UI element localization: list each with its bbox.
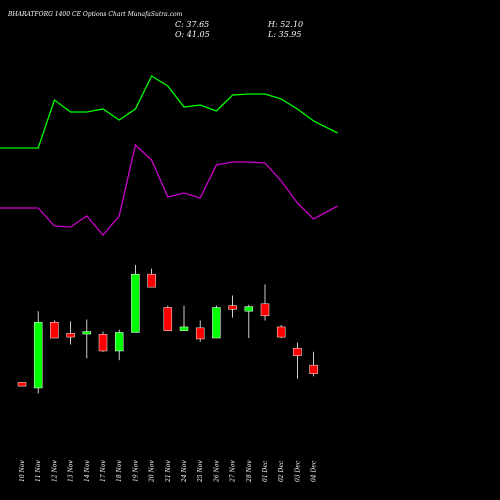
candle-body [114, 332, 124, 352]
x-tick-label: 18 Nov [116, 460, 123, 482]
x-tick-label: 24 Nov [181, 460, 188, 483]
x-tick-label: 12 Nov [51, 460, 58, 482]
x-tick-label: 25 Nov [197, 460, 204, 483]
lower-indicator-line [0, 143, 338, 237]
candle-body [163, 307, 173, 331]
candle-body [195, 327, 205, 340]
high-value: H: 52.10 [267, 20, 303, 29]
x-tick-label: 02 Dec [278, 460, 285, 482]
candle-body [131, 273, 140, 333]
candle-body [50, 322, 59, 339]
x-tick-label: 03 Dec [294, 460, 301, 482]
candle-body [147, 273, 156, 288]
candle-body [66, 333, 75, 338]
x-tick-label: 11 Nov [35, 460, 42, 482]
x-axis-labels: 10 Nov 11 Nov 12 Nov 13 Nov 14 Nov 17 Nov 18 N… [19, 460, 318, 483]
upper-indicator-line [0, 75, 338, 149]
indicator-lines [0, 75, 338, 237]
x-tick-label: 26 Nov [213, 460, 220, 483]
chart-title: BHARATFORG 1400 CE Options Chart MunafaS… [7, 11, 183, 18]
x-tick-label: 20 Nov [149, 460, 156, 483]
x-tick-label: 14 Nov [84, 460, 91, 482]
low-value: L: 35.95 [267, 30, 301, 39]
candle-body [244, 306, 254, 312]
candle-body [276, 326, 286, 338]
x-tick-label: 04 Dec [311, 460, 318, 482]
candle-body [17, 382, 27, 387]
x-tick-label: 17 Nov [100, 460, 107, 482]
x-tick-label: 27 Nov [230, 460, 237, 483]
x-tick-label: 13 Nov [68, 460, 75, 482]
x-tick-label: 01 Dec [262, 460, 269, 482]
candle-body [260, 303, 270, 317]
x-tick-label: 10 Nov [19, 460, 26, 482]
candle-body [179, 326, 189, 331]
x-tick-label: 19 Nov [132, 460, 139, 482]
x-tick-label: 21 Nov [165, 460, 172, 483]
candle-body [293, 347, 302, 356]
candlestick-series [17, 264, 318, 394]
candle-body [98, 334, 108, 352]
candle-body [228, 305, 237, 310]
candle-body [212, 307, 221, 339]
x-tick-label: 28 Nov [246, 460, 253, 483]
candle-body [33, 322, 43, 389]
candle-body [82, 331, 92, 335]
candle-body [309, 364, 318, 374]
close-value: C: 37.65 [175, 20, 209, 29]
open-value: O: 41.05 [175, 30, 210, 39]
